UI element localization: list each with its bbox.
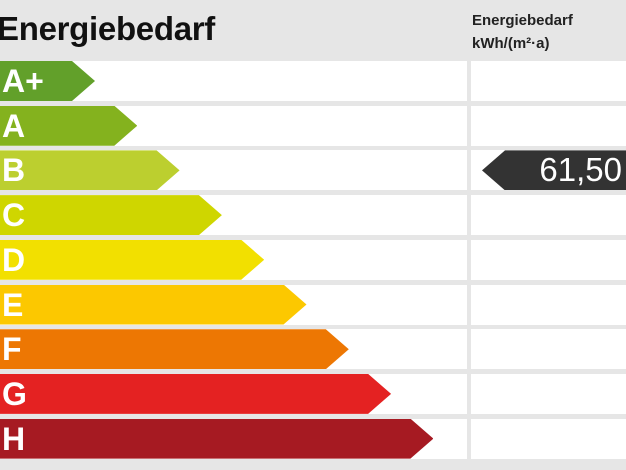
value-cell xyxy=(471,329,626,370)
energy-class-bar: A+ xyxy=(0,61,95,101)
bar-cell: A+ xyxy=(0,61,467,101)
value-indicator-text: 61,50 xyxy=(539,151,622,189)
bar-cell: F xyxy=(0,329,467,370)
energy-class-row: A+ xyxy=(0,61,626,101)
value-cell xyxy=(471,195,626,236)
bar-cell: G xyxy=(0,373,467,414)
energy-class-bar: H xyxy=(0,419,433,459)
unit-header-line1: Energiebedarf xyxy=(472,12,573,29)
energy-class-bar: E xyxy=(0,285,307,325)
unit-header: Energiebedarf kWh/(m²·a) xyxy=(472,9,573,55)
energy-class-row: D xyxy=(0,239,626,280)
energy-class-label: B xyxy=(2,152,26,189)
energy-class-bar: A xyxy=(0,106,137,146)
value-cell xyxy=(471,373,626,414)
energy-class-row: A xyxy=(0,105,626,146)
energy-class-label: A xyxy=(2,107,26,144)
energy-class-bar: D xyxy=(0,240,264,280)
energy-class-row: H xyxy=(0,418,626,459)
unit-header-line2: kWh/(m²·a) xyxy=(472,35,550,52)
energy-class-bar: F xyxy=(0,329,349,369)
value-cell xyxy=(471,239,626,280)
energy-class-label: D xyxy=(2,241,26,278)
value-indicator-arrow: 61,50 xyxy=(482,150,626,191)
energy-class-row: E xyxy=(0,284,626,325)
bar-cell: H xyxy=(0,418,467,459)
bar-cell: B xyxy=(0,150,467,191)
value-cell xyxy=(471,284,626,325)
energy-class-row: C xyxy=(0,195,626,236)
value-cell xyxy=(471,418,626,459)
energy-class-row: B 61,50 xyxy=(0,150,626,191)
chart-title: Energiebedarf xyxy=(0,10,215,47)
energy-class-label: H xyxy=(2,420,26,457)
energy-class-label: F xyxy=(2,331,22,368)
value-cell xyxy=(471,105,626,146)
bar-cell: E xyxy=(0,284,467,325)
energy-class-label: G xyxy=(2,375,27,412)
energy-class-label: A+ xyxy=(2,63,44,99)
energy-class-label: C xyxy=(2,197,26,234)
bar-cell: A xyxy=(0,105,467,146)
bar-cell: C xyxy=(0,195,467,236)
bar-cell: D xyxy=(0,239,467,280)
energy-class-row: G xyxy=(0,373,626,414)
value-cell xyxy=(471,61,626,101)
energy-class-bar: G xyxy=(0,374,391,414)
energy-class-bar: C xyxy=(0,195,222,235)
energy-class-row: F xyxy=(0,329,626,370)
energy-class-label: E xyxy=(2,286,24,323)
energy-class-bar: B xyxy=(0,150,180,190)
